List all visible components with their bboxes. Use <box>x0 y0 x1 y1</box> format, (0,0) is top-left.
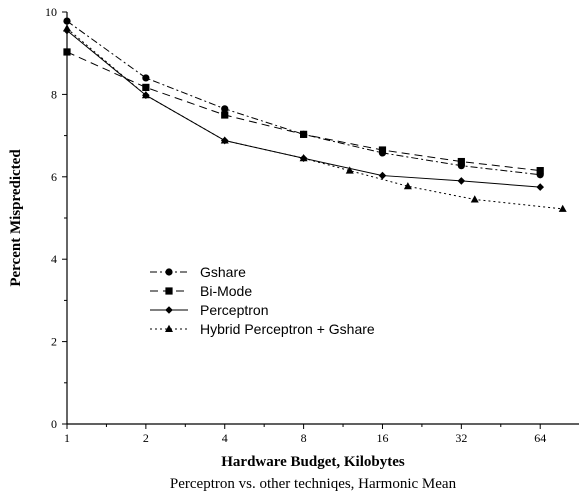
series-hybrid-perceptron-gshare <box>63 24 567 212</box>
x-tick-label: 1 <box>64 431 70 445</box>
x-tick-label: 2 <box>143 431 149 445</box>
y-tick-label: 6 <box>51 170 57 184</box>
series-line <box>66 30 541 188</box>
data-point <box>470 195 479 203</box>
legend-label: Bi-Mode <box>200 283 252 299</box>
data-point <box>63 48 71 56</box>
series-line <box>66 51 541 172</box>
plot-frame <box>66 12 579 425</box>
data-point <box>220 136 229 144</box>
legend-swatch-marker <box>165 287 173 295</box>
data-point <box>221 111 229 119</box>
y-axis-label: Percent Mispredicted <box>8 149 24 287</box>
data-point <box>63 17 71 25</box>
data-point <box>345 166 354 174</box>
data-point <box>300 130 308 138</box>
data-point <box>141 91 150 99</box>
data-point <box>378 146 387 154</box>
x-tick-label: 64 <box>534 431 546 445</box>
data-point <box>536 183 545 191</box>
y-axis-ticks: 0 2 4 6 8 10 <box>45 5 67 431</box>
x-axis-ticks: 1 2 4 8 16 32 64 <box>64 424 546 445</box>
y-tick-label: 8 <box>51 87 57 101</box>
data-point <box>299 154 308 162</box>
legend-label: Perceptron <box>200 302 268 318</box>
data-point <box>403 182 412 190</box>
x-tick-label: 32 <box>455 431 467 445</box>
x-tick-label: 4 <box>222 431 228 445</box>
data-point <box>536 167 544 175</box>
x-axis-label: Hardware Budget, Kilobytes <box>221 454 405 470</box>
y-tick-label: 10 <box>45 5 57 19</box>
series-line <box>66 28 563 210</box>
x-tick-label: 16 <box>376 431 388 445</box>
y-tick-label: 0 <box>51 417 57 431</box>
legend: Gshare Bi-Mode Perceptron Hybrid Perceptron… <box>150 264 375 337</box>
series-bi-mode <box>63 48 544 175</box>
series-perceptron <box>63 26 545 191</box>
data-point <box>457 157 465 166</box>
data-point <box>142 83 150 91</box>
data-point <box>457 177 466 185</box>
data-point <box>378 171 387 180</box>
legend-swatch-marker <box>165 268 173 276</box>
data-point <box>142 74 150 82</box>
y-tick-label: 4 <box>51 252 57 266</box>
legend-label: Hybrid Perceptron + Gshare <box>200 321 375 337</box>
data-point <box>63 24 71 32</box>
x-tick-label: 8 <box>301 431 307 445</box>
data-point <box>558 204 567 212</box>
legend-swatch-marker <box>165 306 173 314</box>
legend-label: Gshare <box>200 264 246 280</box>
series-layer <box>63 17 567 212</box>
chart-caption: Perceptron vs. other techniqes, Harmonic… <box>170 476 457 492</box>
data-point <box>221 105 229 113</box>
legend-swatch-marker <box>165 324 173 332</box>
y-tick-label: 2 <box>51 335 57 349</box>
series-line <box>66 20 541 176</box>
